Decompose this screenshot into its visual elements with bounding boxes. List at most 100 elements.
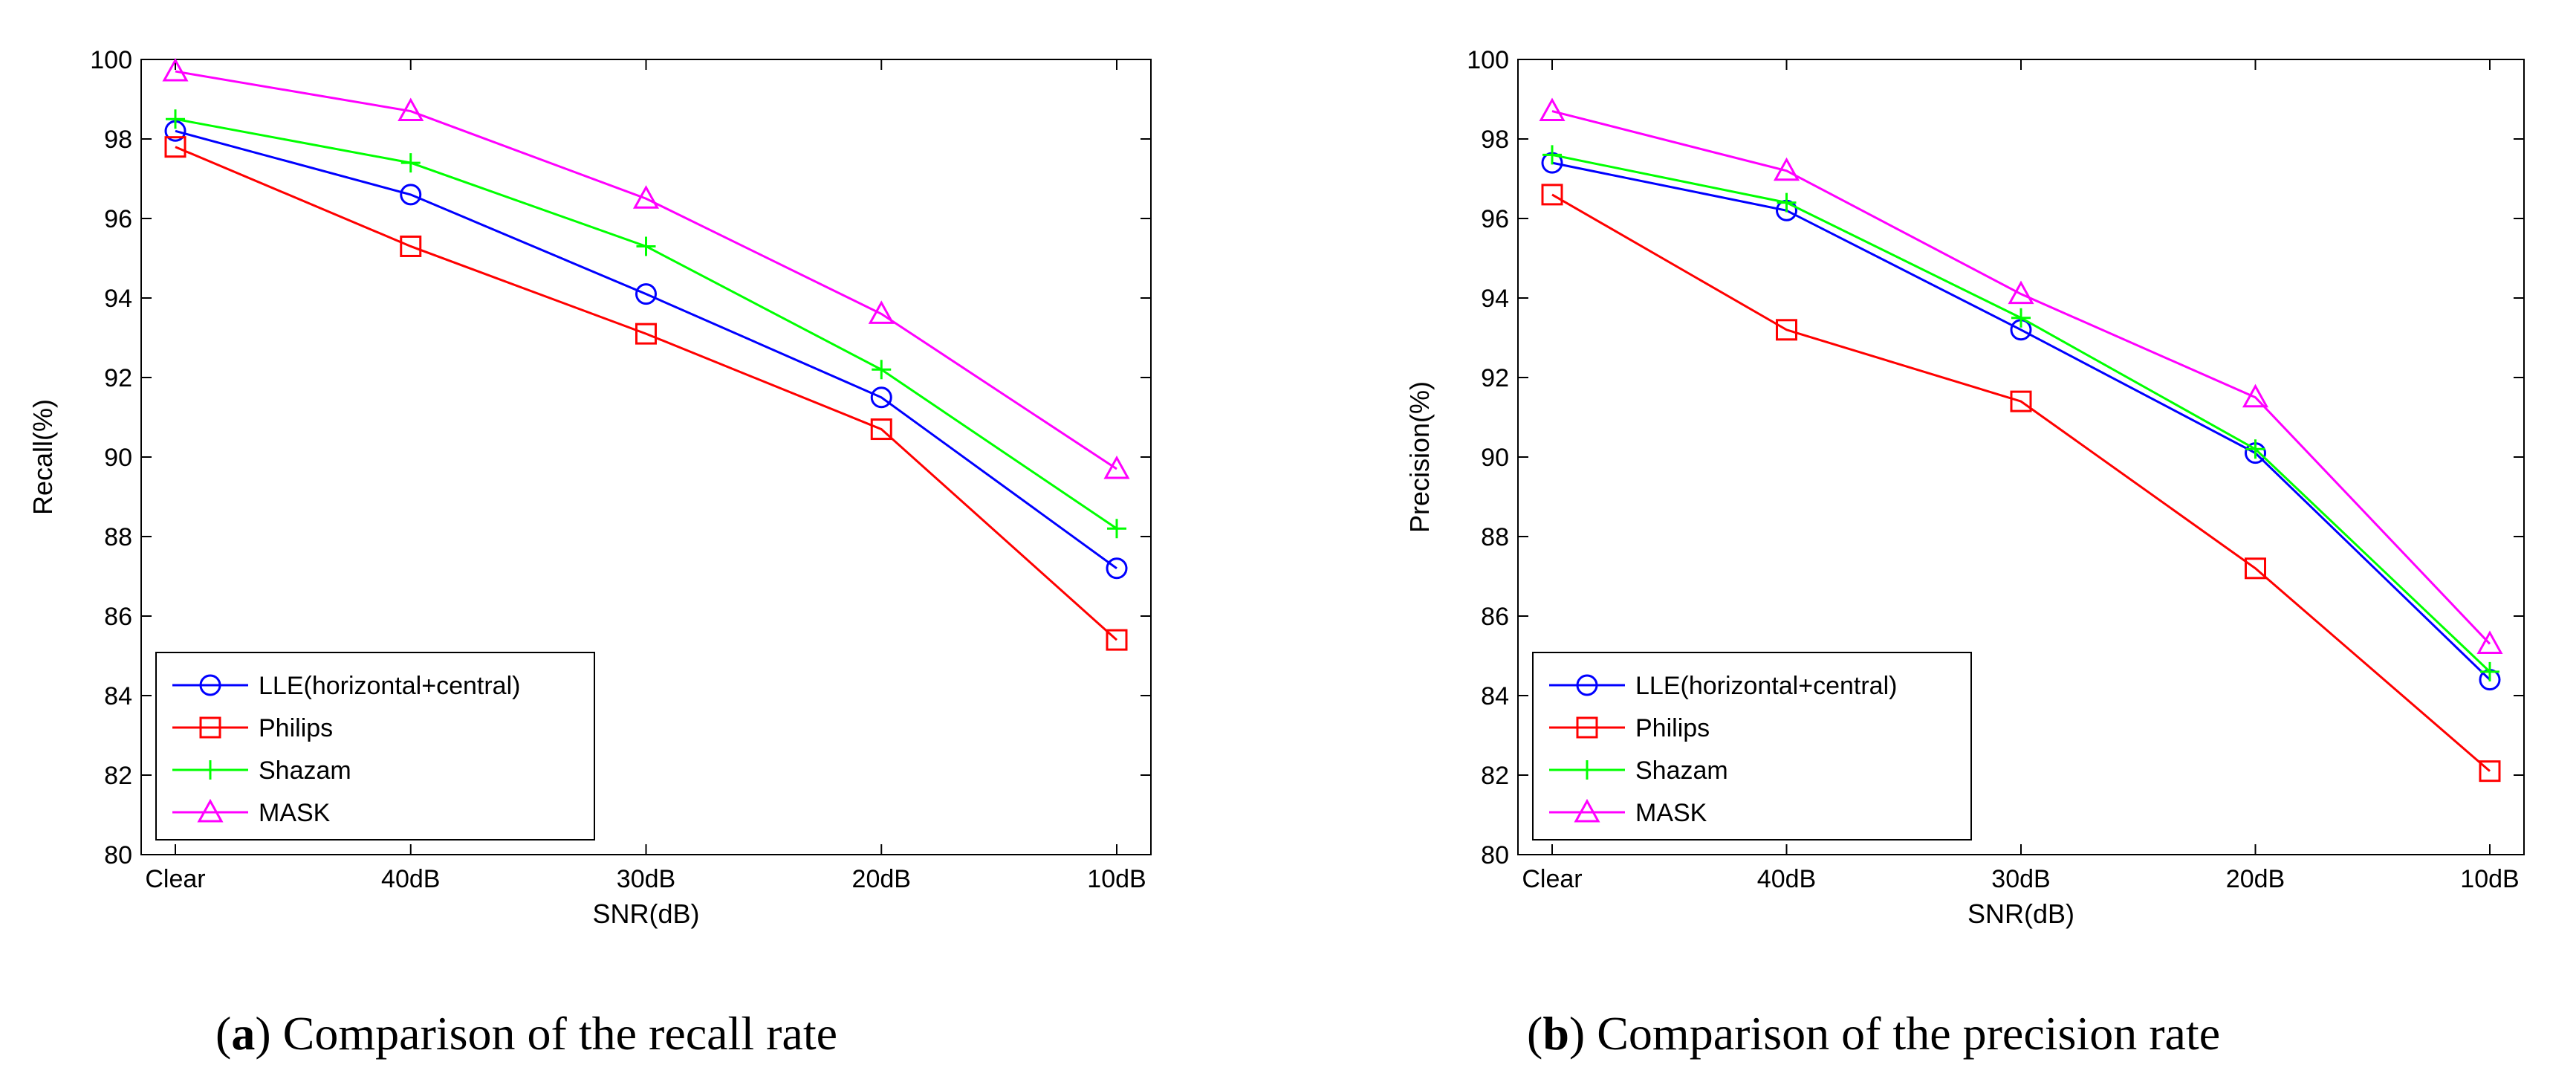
data-point (2476, 630, 2503, 654)
legend-label: LLE(horizontal+central) (259, 672, 520, 700)
series-line (1551, 110, 2491, 645)
data-point (400, 235, 422, 257)
series-line (1551, 193, 2491, 772)
caption-text: Comparison of the precision rate (1597, 1007, 2220, 1060)
y-tick-label: 82 (1481, 762, 1509, 790)
data-point (870, 386, 892, 409)
legend-marker (1577, 760, 1597, 780)
data-point (1542, 145, 1562, 165)
x-axis-label: SNR(dB) (592, 898, 699, 929)
legend: LLE(horizontal+central) Philips Shazam MASK (155, 652, 595, 841)
figure-caption: (a) Comparison of the recall rate (215, 1007, 837, 1060)
caption-label: a (231, 1007, 255, 1060)
figure-caption: (b) Comparison of the precision rate (1527, 1007, 2220, 1060)
caption-text: Comparison of the recall rate (283, 1007, 837, 1060)
data-point (1106, 629, 1128, 651)
y-axis-label: Recall(%) (27, 399, 58, 515)
y-tick-label: 86 (1481, 603, 1509, 631)
legend-box (155, 652, 595, 841)
data-point (1106, 557, 1128, 580)
data-point (400, 153, 421, 173)
data-point (1539, 97, 1566, 122)
legend-marker (1576, 716, 1598, 739)
data-point (2480, 661, 2499, 681)
data-point (870, 418, 892, 441)
caption-paren-close: ) (255, 1007, 282, 1060)
data-point (635, 283, 657, 305)
series-mask (1539, 97, 2503, 654)
series-shazam (166, 109, 1126, 539)
y-tick-label: 100 (90, 46, 132, 74)
caption-paren-close: ) (1569, 1007, 1597, 1060)
legend-box (1532, 652, 1972, 841)
y-tick-label: 88 (1481, 523, 1509, 551)
series-philips (1541, 184, 2501, 783)
series-line (175, 129, 1117, 570)
series-philips (164, 136, 1128, 651)
legend-marker (199, 716, 221, 739)
x-tick-label: Clear (1522, 865, 1582, 893)
chart-panel-b: 80 82 84 86 88 90 92 94 96 98 100 Clear 40dB 30dB 20dB… (1404, 46, 2525, 1060)
y-tick-label: 86 (104, 603, 132, 631)
data-point (400, 184, 422, 206)
data-point (164, 136, 186, 158)
y-tick-label: 84 (1481, 682, 1509, 710)
data-point (1776, 319, 1797, 341)
data-point (872, 360, 892, 380)
legend-marker (201, 760, 220, 780)
series-lle-horizontal-central (164, 120, 1128, 580)
series-mask (162, 57, 1130, 479)
x-tick-label: Clear (145, 865, 205, 893)
data-point (2479, 760, 2501, 783)
data-point (2011, 308, 2031, 328)
caption-label: b (1542, 1007, 1569, 1060)
series-line (175, 70, 1117, 470)
y-tick-label: 96 (1481, 205, 1509, 233)
legend-marker (197, 798, 224, 823)
y-tick-label: 80 (104, 841, 132, 869)
data-point (635, 323, 657, 345)
y-tick-label: 90 (1481, 444, 1509, 472)
data-point (2242, 383, 2269, 408)
y-tick-label: 90 (104, 444, 132, 472)
legend-label: MASK (1635, 799, 1707, 827)
chart-panel-a: 80 82 84 86 88 90 92 94 96 98 100 Clear 40dB 30dB 20dB… (27, 46, 1152, 1060)
x-tick-label: 20dB (2226, 865, 2285, 893)
data-point (632, 185, 660, 209)
data-point (2008, 280, 2034, 305)
data-point (2245, 557, 2266, 580)
y-tick-label: 100 (1467, 46, 1509, 74)
caption-paren-open: ( (215, 1007, 231, 1060)
data-point (1103, 455, 1130, 479)
y-tick-label: 92 (104, 364, 132, 392)
y-tick-label: 88 (104, 523, 132, 551)
y-tick-label: 94 (1481, 285, 1509, 313)
data-point (162, 57, 189, 82)
y-axis-label: Precision(%) (1404, 381, 1435, 533)
legend-label: Shazam (259, 757, 351, 785)
y-tick-label: 84 (104, 682, 132, 710)
data-point (636, 236, 656, 256)
x-tick-label: 20dB (852, 865, 911, 893)
y-tick-label: 96 (104, 205, 132, 233)
legend-label: Philips (1635, 714, 1710, 742)
data-point (1773, 157, 1800, 181)
series-line (1551, 161, 2491, 681)
legend-marker (199, 674, 221, 696)
legend-marker (1574, 798, 1600, 823)
data-point (2245, 439, 2265, 459)
x-tick-label: 30dB (1991, 865, 2050, 893)
legend-label: MASK (259, 799, 331, 827)
data-point (1777, 192, 1797, 213)
x-tick-label: 30dB (617, 865, 675, 893)
legend-label: Shazam (1635, 757, 1728, 785)
y-tick-label: 98 (104, 126, 132, 154)
data-point (868, 300, 895, 324)
y-tick-label: 82 (104, 762, 132, 790)
y-tick-label: 98 (1481, 126, 1509, 154)
y-tick-label: 94 (104, 285, 132, 313)
data-point (1107, 519, 1126, 539)
data-point (398, 97, 424, 122)
legend: LLE(horizontal+central) Philips Shazam MASK (1532, 652, 1972, 841)
